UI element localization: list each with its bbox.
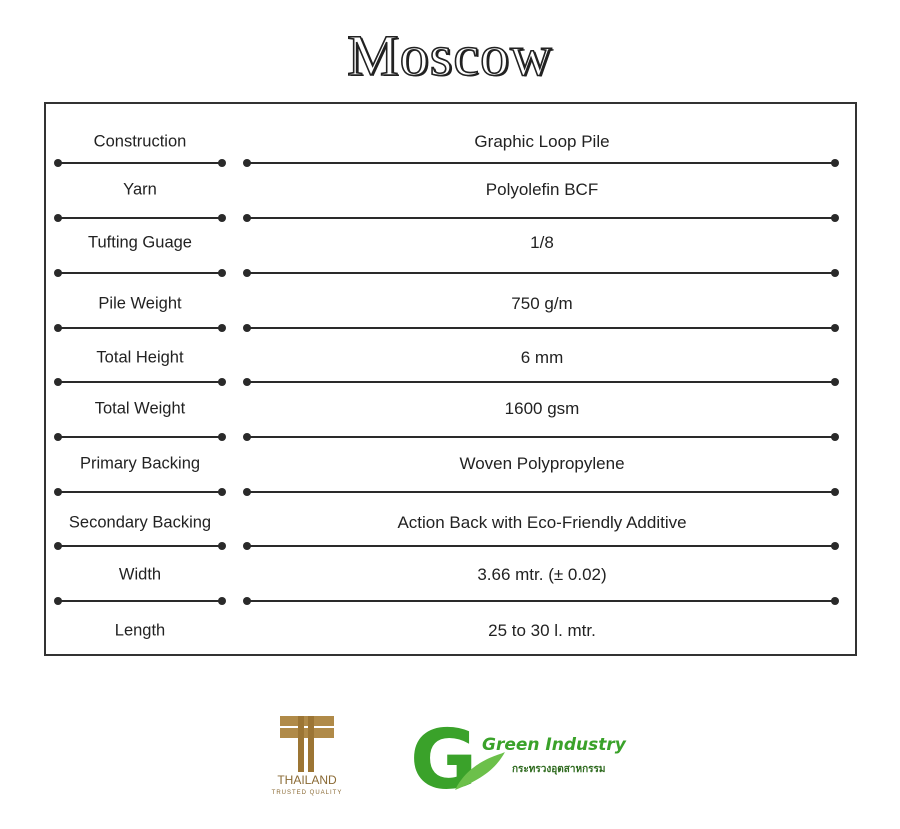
spec-label: Yarn (123, 180, 157, 199)
row-divider (243, 542, 839, 550)
spec-value: 6 mm (520, 348, 564, 367)
row-divider (54, 324, 226, 332)
spec-value: 25 to 30 l. mtr. (488, 621, 596, 640)
svg-text:Green Industry: Green Industry (482, 735, 627, 755)
row-divider (54, 488, 226, 496)
row-divider (54, 378, 226, 386)
spec-value: Polyolefin BCF (485, 180, 599, 199)
spec-value: Action Back with Eco-Friendly Additive (397, 513, 687, 532)
row-divider (54, 159, 226, 167)
logos: THAILAND TRUSTED QUALITY G Green Industr… (272, 713, 627, 808)
row-divider (243, 433, 839, 441)
spec-label: Length (114, 621, 166, 640)
spec-label: Total Height (96, 348, 184, 367)
row-divider (243, 214, 839, 222)
row-divider (54, 542, 226, 550)
row-divider (243, 324, 839, 332)
svg-text:กระทรวงอุตสาหกรรม: กระทรวงอุตสาหกรรม (512, 764, 605, 775)
row-divider (54, 597, 226, 605)
row-divider (54, 214, 226, 222)
row-divider (54, 433, 226, 441)
spec-label: Construction (93, 132, 187, 151)
spec-label: Width (118, 565, 162, 584)
thailand-trusted-quality-logo: THAILAND TRUSTED QUALITY (272, 716, 343, 796)
row-divider (243, 597, 839, 605)
spec-label: Tufting Guage (88, 233, 192, 252)
spec-label: Total Weight (94, 399, 186, 418)
spec-label: Primary Backing (79, 454, 201, 473)
svg-text:THAILAND: THAILAND (277, 773, 337, 787)
spec-label: Secondary Backing (68, 513, 212, 532)
svg-text:TRUSTED QUALITY: TRUSTED QUALITY (272, 790, 343, 796)
spec-value: 3.66 mtr. (± 0.02) (477, 565, 607, 584)
row-divider (54, 269, 226, 277)
page-title: Moscow (346, 22, 553, 89)
spec-value: 1/8 (530, 233, 554, 252)
row-divider (243, 378, 839, 386)
spec-value: 1600 gsm (504, 399, 580, 418)
row-divider (243, 269, 839, 277)
spec-table: Construction Graphic Loop Pile Yarn Polyole… (44, 102, 857, 656)
row-divider (243, 159, 839, 167)
green-industry-logo: G Green Industry กระทรวงอุตสาหกรรม (410, 713, 627, 808)
spec-value: Graphic Loop Pile (474, 132, 610, 151)
row-divider (243, 488, 839, 496)
spec-value: Woven Polypropylene (459, 454, 625, 473)
svg-text:G: G (410, 713, 477, 808)
spec-label: Pile Weight (98, 294, 182, 313)
spec-value: 750 g/m (511, 294, 573, 313)
